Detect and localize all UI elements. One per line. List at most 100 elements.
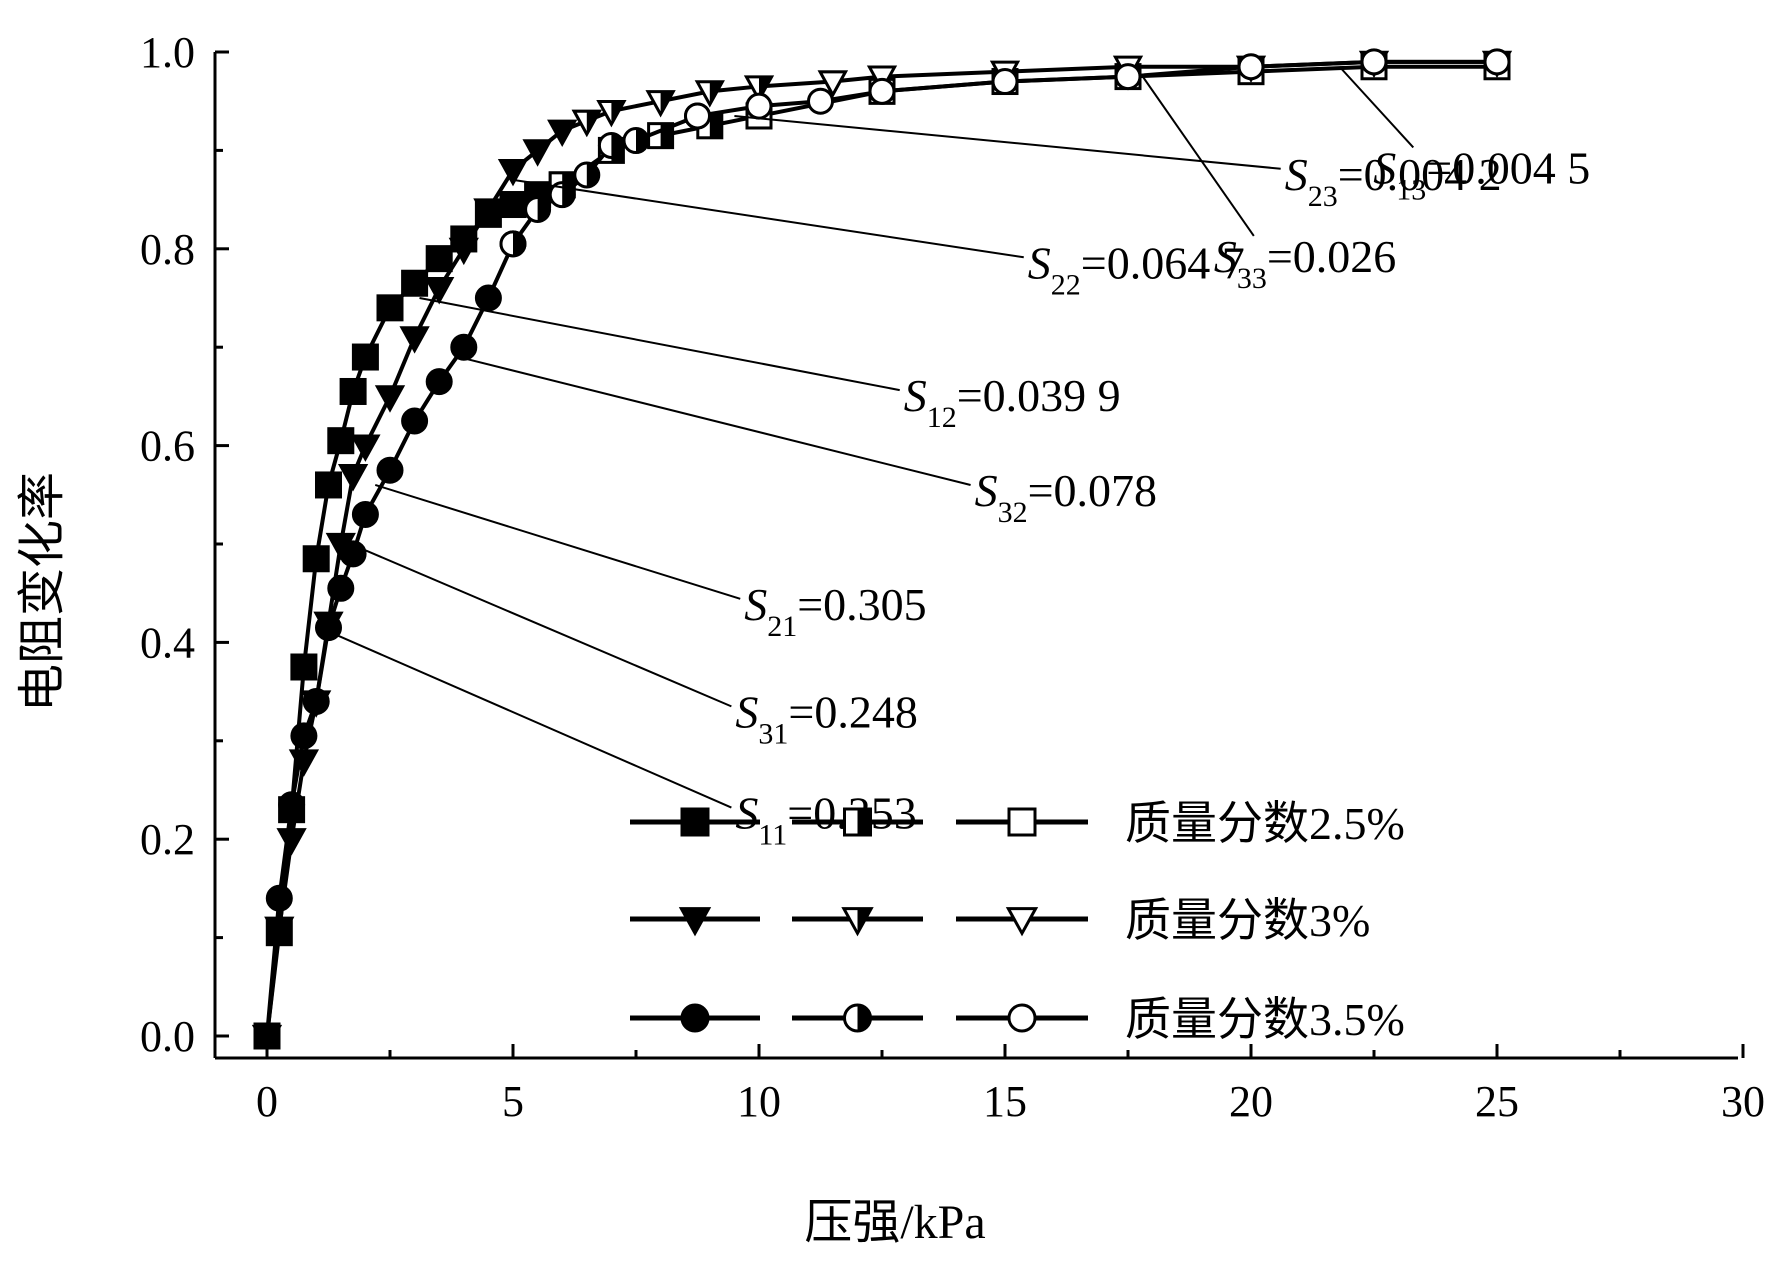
circle-marker-shape <box>290 722 318 750</box>
legend-entry-2: 质量分数3.5% <box>630 994 1405 1045</box>
square-marker <box>339 377 367 405</box>
triangle-marker <box>350 434 381 462</box>
legend-label: 质量分数2.5% <box>1125 798 1405 849</box>
legend-triangle-marker <box>841 907 874 937</box>
annotation-leader <box>458 356 971 486</box>
annotation-symbol: S <box>735 788 758 839</box>
annotation-subscript: 13 <box>1396 173 1426 206</box>
triangle-marker <box>645 90 676 118</box>
circle-marker-shape <box>1237 53 1265 81</box>
annotation-symbol: S <box>1028 237 1051 288</box>
series-line <box>265 243 515 1037</box>
circle-marker <box>474 284 502 312</box>
circle-marker <box>1114 63 1142 91</box>
annotation-symbol: S <box>744 579 767 630</box>
square-marker <box>302 545 330 573</box>
square-marker <box>376 294 404 322</box>
x-tick-label: 10 <box>737 1077 781 1126</box>
y-axis-title: 电阻变化率 <box>16 472 69 712</box>
series-3 <box>251 109 602 1053</box>
x-tick-label: 20 <box>1229 1077 1273 1126</box>
square-marker <box>315 471 342 499</box>
triangle-marker <box>743 75 775 103</box>
series-7 <box>499 102 711 258</box>
triangle-marker-half-fill <box>759 76 772 100</box>
circle-marker <box>991 68 1019 96</box>
annotation-label: S23=0.004 2 <box>1285 149 1502 213</box>
series-0 <box>253 171 576 1050</box>
circle-marker-shape <box>684 102 711 130</box>
annotation-subscript: 33 <box>1237 262 1267 295</box>
triangle-marker <box>817 70 848 98</box>
annotation-31: S31=0.248 <box>350 543 918 750</box>
legend-triangle-marker <box>678 907 712 937</box>
square-marker-shape <box>351 343 379 371</box>
annotation-value: =0.078 <box>1028 465 1157 516</box>
annotation-label: S13=0.004 5 <box>1373 142 1590 206</box>
annotation-leader <box>1338 66 1415 149</box>
circle-marker-half-fill <box>586 163 599 187</box>
annotation-value: =0.039 9 <box>957 370 1121 421</box>
annotation-leader <box>734 114 1281 170</box>
triangle-marker <box>448 237 479 266</box>
circle-marker <box>573 161 601 189</box>
legend-triangle-marker-half-fill <box>857 908 872 934</box>
x-tick-label: 0 <box>256 1077 278 1126</box>
annotation-subscript: 31 <box>758 717 788 750</box>
annotation-value: =0.064 7 <box>1081 237 1245 288</box>
triangle-marker-shape <box>522 139 553 167</box>
circle-marker <box>290 722 318 750</box>
circle-marker-half-fill <box>513 231 525 256</box>
triangle-marker-shape <box>350 434 381 462</box>
circle-marker-half-fill <box>537 197 550 222</box>
circle-marker <box>327 574 355 602</box>
triangle-marker <box>337 464 369 492</box>
plot-area <box>251 48 1513 1053</box>
annotation-leader <box>350 543 732 708</box>
triangle-marker <box>399 326 430 354</box>
triangle-marker <box>276 828 307 856</box>
annotation-label: S33=0.026 <box>1214 231 1396 295</box>
legend-triangle-marker-shape <box>678 907 712 937</box>
circle-marker-shape <box>807 87 834 115</box>
annotation-label: S32=0.078 <box>975 465 1157 529</box>
triangle-marker-shape <box>448 237 479 266</box>
circle-marker-shape <box>278 791 306 819</box>
triangle-marker-shape <box>276 828 307 856</box>
legend-square-marker <box>843 807 872 837</box>
triangle-marker-shape <box>547 119 578 148</box>
annotation-12: S12=0.039 9 <box>419 297 1121 434</box>
annotation-symbol: S <box>975 465 998 516</box>
triangle-marker-half-fill <box>586 111 600 135</box>
x-axis-title: 压强/kPa <box>804 1196 985 1249</box>
annotation-32: S32=0.078 <box>458 356 1157 529</box>
square-marker-shape <box>315 471 342 499</box>
circle-marker <box>351 500 379 528</box>
triangle-marker-shape <box>473 198 504 226</box>
annotation-value: =0.305 <box>797 579 926 630</box>
legend-circle-marker <box>1007 1003 1037 1033</box>
circle-marker-shape <box>265 884 293 912</box>
circle-marker <box>1483 48 1511 76</box>
square-marker-half-fill <box>709 113 722 138</box>
legend-triangle-marker-shape <box>1005 907 1039 937</box>
annotation-leader <box>419 297 900 392</box>
triangle-marker <box>596 99 627 128</box>
y-tick-label: 0.8 <box>140 225 195 274</box>
square-marker-shape <box>425 245 453 273</box>
annotation-subscript: 12 <box>927 401 957 434</box>
square-marker-shape <box>499 191 527 219</box>
annotation-22: S22=0.064 7 <box>512 178 1245 301</box>
legend-triangle-marker <box>1005 907 1039 937</box>
annotation-subscript: 23 <box>1308 180 1338 213</box>
series-line <box>265 182 563 1037</box>
legend-square-marker-shape <box>680 807 710 837</box>
legend-circle-marker <box>843 1003 872 1033</box>
legend-square-marker <box>1007 807 1037 837</box>
legend-circle-marker-half-fill <box>857 1005 871 1031</box>
circle-marker <box>622 127 650 155</box>
series-6 <box>253 230 527 1050</box>
square-marker <box>499 191 527 219</box>
annotation-leader <box>1141 76 1255 237</box>
circle-marker-shape <box>450 333 478 361</box>
